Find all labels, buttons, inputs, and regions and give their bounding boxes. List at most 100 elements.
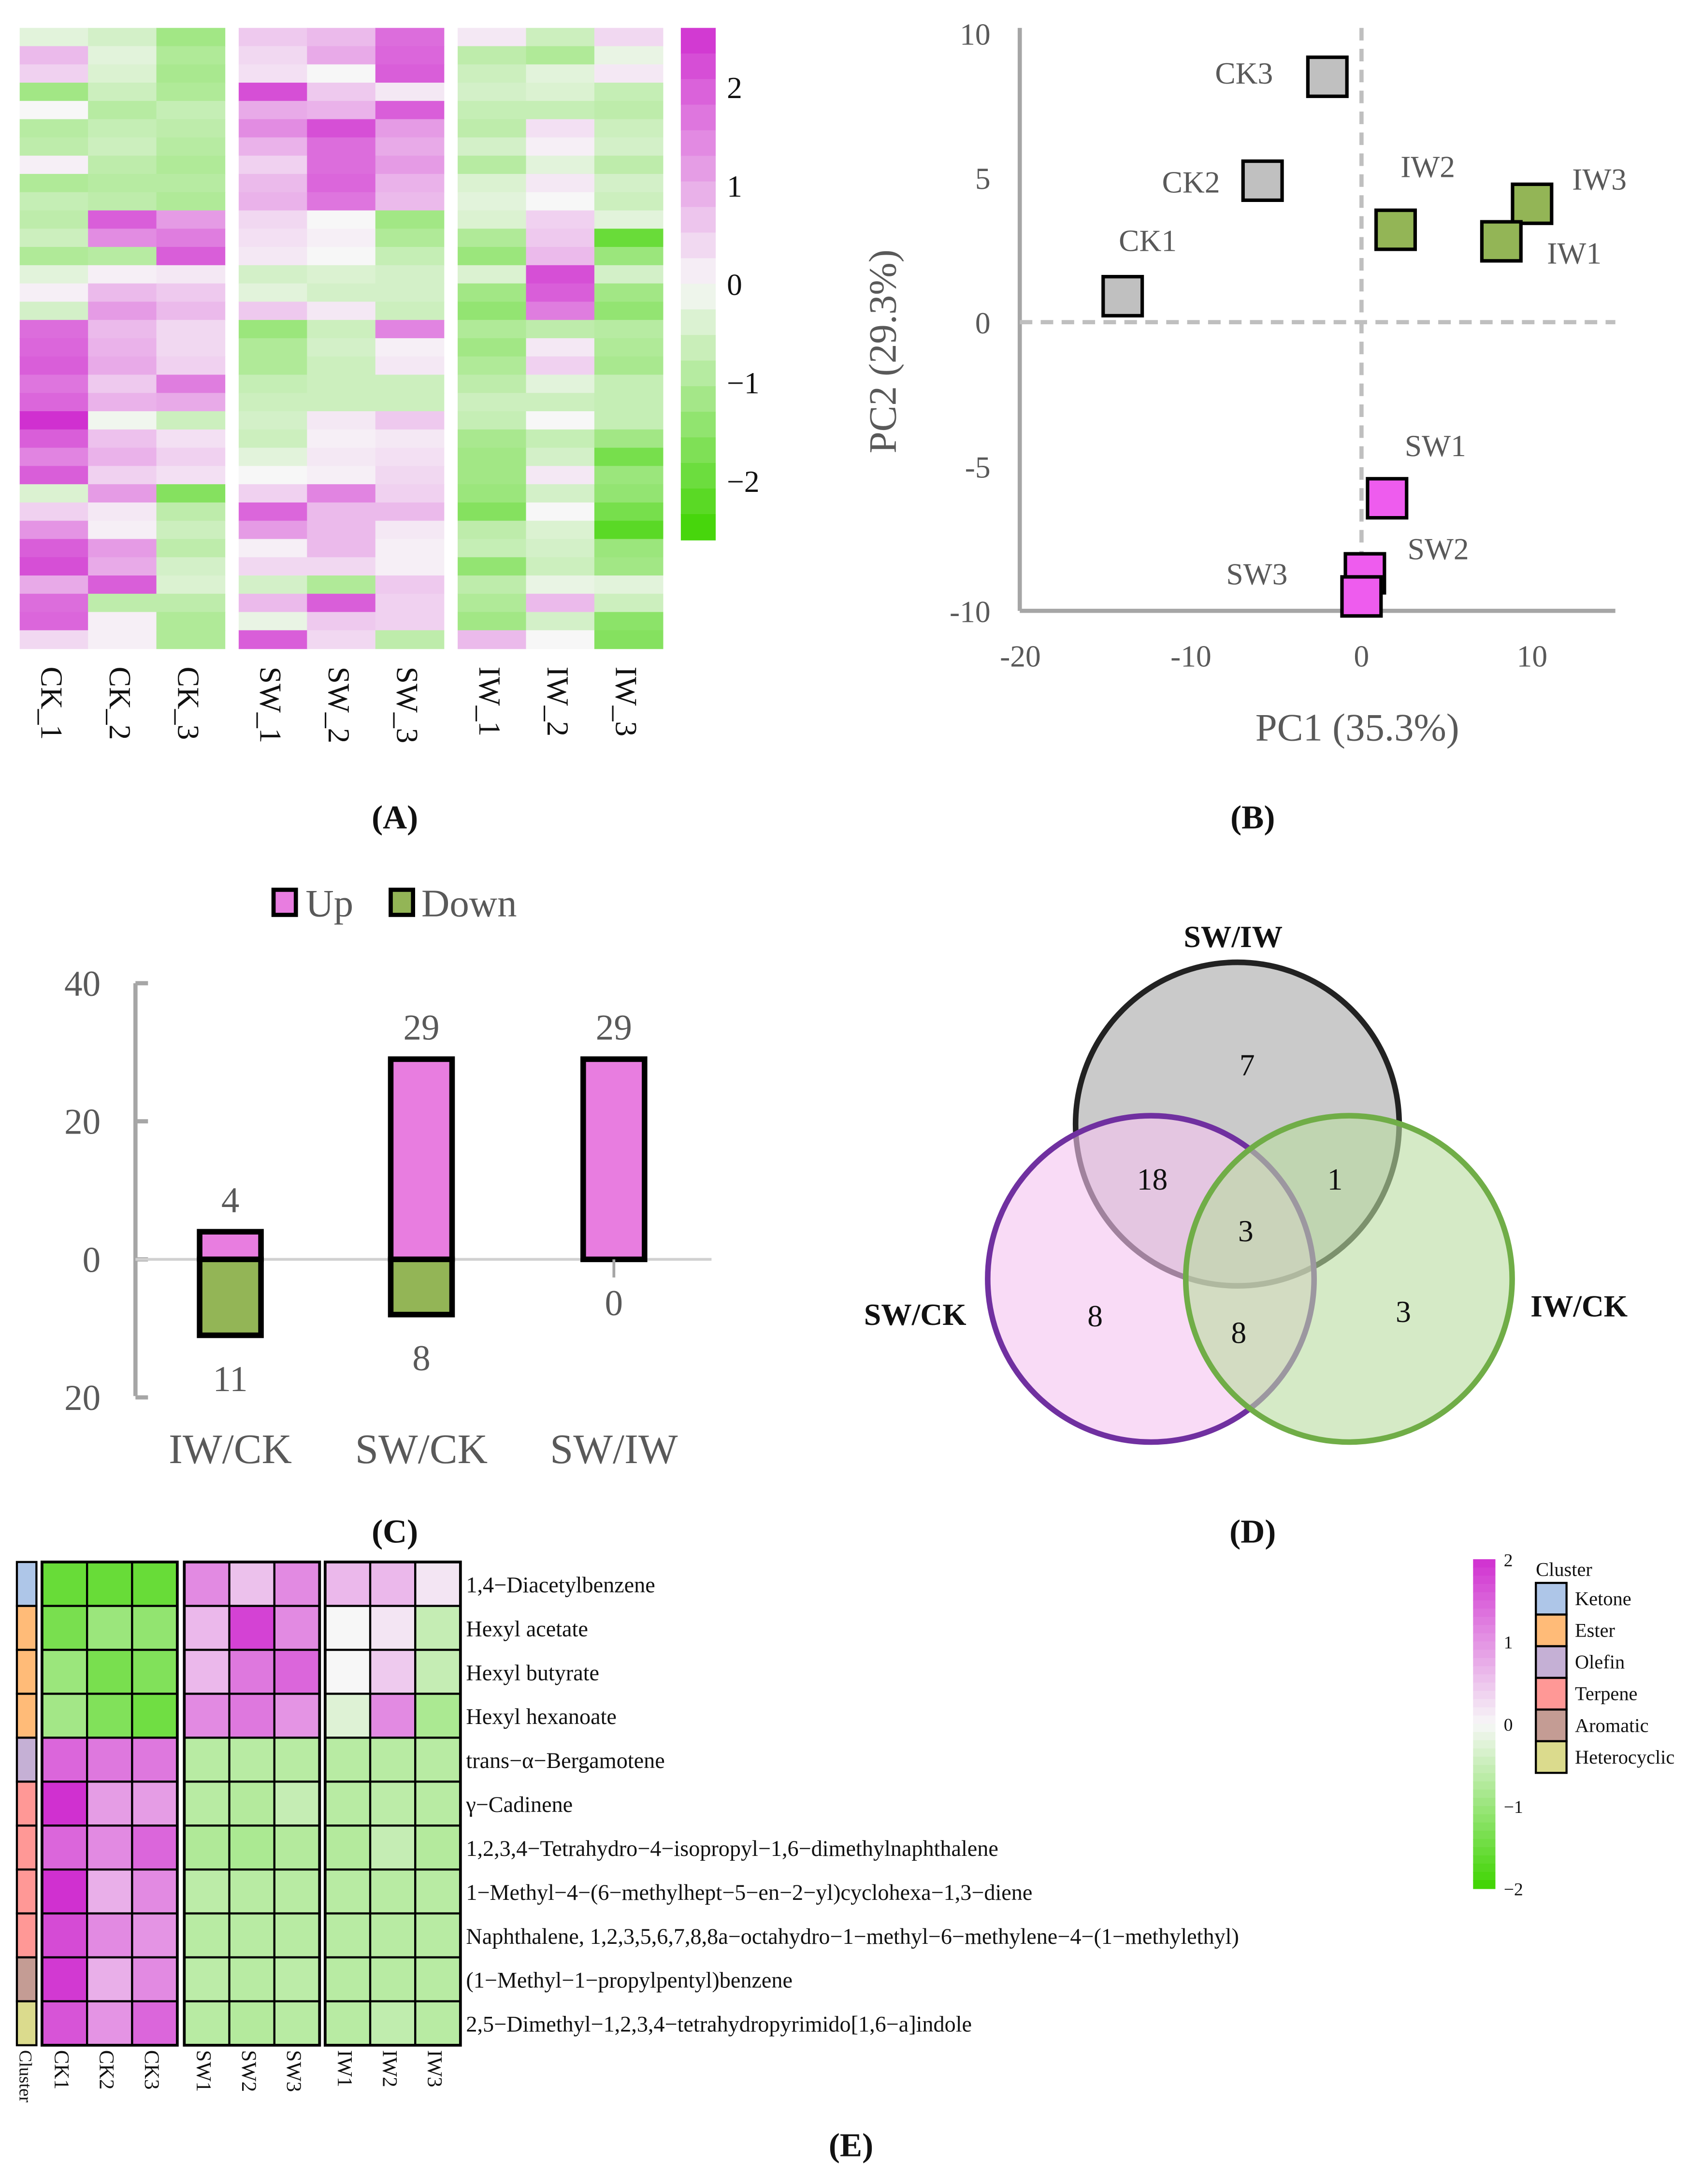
heatmap-cell: [526, 484, 595, 503]
heatmap-cell: [414, 1868, 462, 1915]
heatmap-cell: [307, 173, 376, 193]
heatmap-cell: [324, 1561, 372, 1607]
heatmap-cell: [238, 466, 308, 485]
heatmap-cell: [458, 83, 527, 101]
colorbar-segment: [1473, 1847, 1496, 1856]
heatmap-cell: [156, 356, 226, 375]
panel-label-d: (D): [1229, 1512, 1276, 1550]
heatmap-cell: [238, 447, 308, 467]
colorbar-segment: [1473, 1872, 1496, 1881]
heatmap-cell: [273, 1693, 321, 1739]
legend-label-up: Up: [305, 882, 353, 925]
heatmap-cell: [375, 393, 445, 412]
column-label: IW3: [423, 2050, 447, 2087]
heatmap-cell: [156, 447, 226, 467]
venn-region-count: 18: [1137, 1162, 1168, 1196]
heatmap-cell: [88, 173, 157, 193]
heatmap-cell: [238, 557, 308, 576]
heatmap-cell: [526, 101, 595, 120]
heatmap-cell: [307, 192, 376, 211]
heatmap-cell: [19, 156, 89, 175]
colorbar-segment: [1473, 1748, 1496, 1758]
heatmap-cell: [19, 173, 89, 193]
heatmap-cell: [88, 101, 157, 120]
heatmap-cell: [307, 447, 376, 467]
heatmap-cell: [19, 210, 89, 230]
heatmap-cell: [19, 539, 89, 558]
colorbar-segment: [680, 514, 716, 541]
cluster-legend-label: Ester: [1575, 1620, 1615, 1641]
heatmap-cell: [19, 447, 89, 467]
heatmap-cell: [594, 137, 663, 157]
heatmap-cell: [131, 2000, 178, 2046]
heatmap-cell: [458, 612, 527, 631]
heatmap-cell: [375, 338, 445, 357]
heatmap-cell: [238, 520, 308, 540]
heatmap-cell: [131, 1561, 178, 1607]
heatmap-cell: [19, 320, 89, 339]
heatmap-cell: [156, 156, 226, 175]
heatmap-cell: [156, 520, 226, 540]
heatmap-cell: [526, 173, 595, 193]
heatmap-cell: [324, 1825, 372, 1871]
column-label: CK_1: [34, 667, 69, 740]
heatmap-cell: [273, 1649, 321, 1695]
heatmap-cell: [594, 593, 663, 613]
heatmap-cell: [19, 192, 89, 211]
heatmap-cell: [458, 247, 527, 266]
heatmap-cell: [86, 1912, 133, 1959]
compound-label: Hexyl acetate: [466, 1616, 588, 1641]
heatmap-cell: [156, 192, 226, 211]
heatmap-cell: [369, 1693, 417, 1739]
heatmap-cell: [458, 137, 527, 157]
heatmap-cell: [594, 411, 663, 430]
heatmap-cell: [238, 265, 308, 284]
cluster-legend-label: Heterocyclic: [1575, 1746, 1674, 1768]
heatmap-cell: [458, 484, 527, 503]
colorbar-segment: [1473, 1609, 1496, 1618]
heatmap-cell: [458, 173, 527, 193]
column-label: IW_2: [541, 667, 575, 737]
heatmap-cell: [86, 2000, 133, 2046]
compound-label: 1−Methyl−4−(6−methylhept−5−en−2−yl)cyclo…: [466, 1880, 1032, 1905]
heatmap-cell: [238, 283, 308, 302]
heatmap-cell: [19, 101, 89, 120]
heatmap-cell: [458, 466, 527, 485]
heatmap-cell: [86, 1649, 133, 1695]
heatmap-cell: [156, 575, 226, 594]
colorbar-segment: [680, 360, 716, 387]
heatmap-cell: [183, 1737, 231, 1783]
heatmap-cell: [458, 539, 527, 558]
heatmap-cell: [414, 1737, 462, 1783]
heatmap-cell: [183, 1605, 231, 1651]
pca-point-label: IW3: [1572, 162, 1627, 197]
heatmap-cell: [594, 247, 663, 266]
heatmap-cell: [183, 1649, 231, 1695]
heatmap-cell: [526, 83, 595, 101]
heatmap-cell: [375, 46, 445, 65]
heatmap-cell: [458, 447, 527, 467]
heatmap-cell: [369, 1561, 417, 1607]
heatmap-cell: [594, 265, 663, 284]
heatmap-cell: [238, 612, 308, 631]
colorbar-segment: [680, 207, 716, 233]
heatmap-cell: [88, 210, 157, 230]
heatmap-cell: [594, 28, 663, 47]
heatmap-cell: [526, 520, 595, 540]
heatmap-cell: [41, 1912, 88, 1959]
heatmap-cell: [594, 557, 663, 576]
heatmap-cell: [156, 119, 226, 138]
compound-label: 2,5−Dimethyl−1,2,3,4−tetrahydropyrimido[…: [466, 2012, 972, 2037]
heatmap-cell: [19, 411, 89, 430]
heatmap-cell: [88, 575, 157, 594]
heatmap-cell: [183, 1868, 231, 1915]
colorbar-segment: [1473, 1789, 1496, 1799]
heatmap-cell: [228, 2000, 275, 2046]
panel-label-e: (E): [829, 2126, 873, 2163]
heatmap-cell: [594, 320, 663, 339]
heatmap-cell: [273, 1605, 321, 1651]
colorbar-segment: [1473, 1633, 1496, 1642]
heatmap-cell: [88, 484, 157, 503]
heatmap-cell: [375, 173, 445, 193]
